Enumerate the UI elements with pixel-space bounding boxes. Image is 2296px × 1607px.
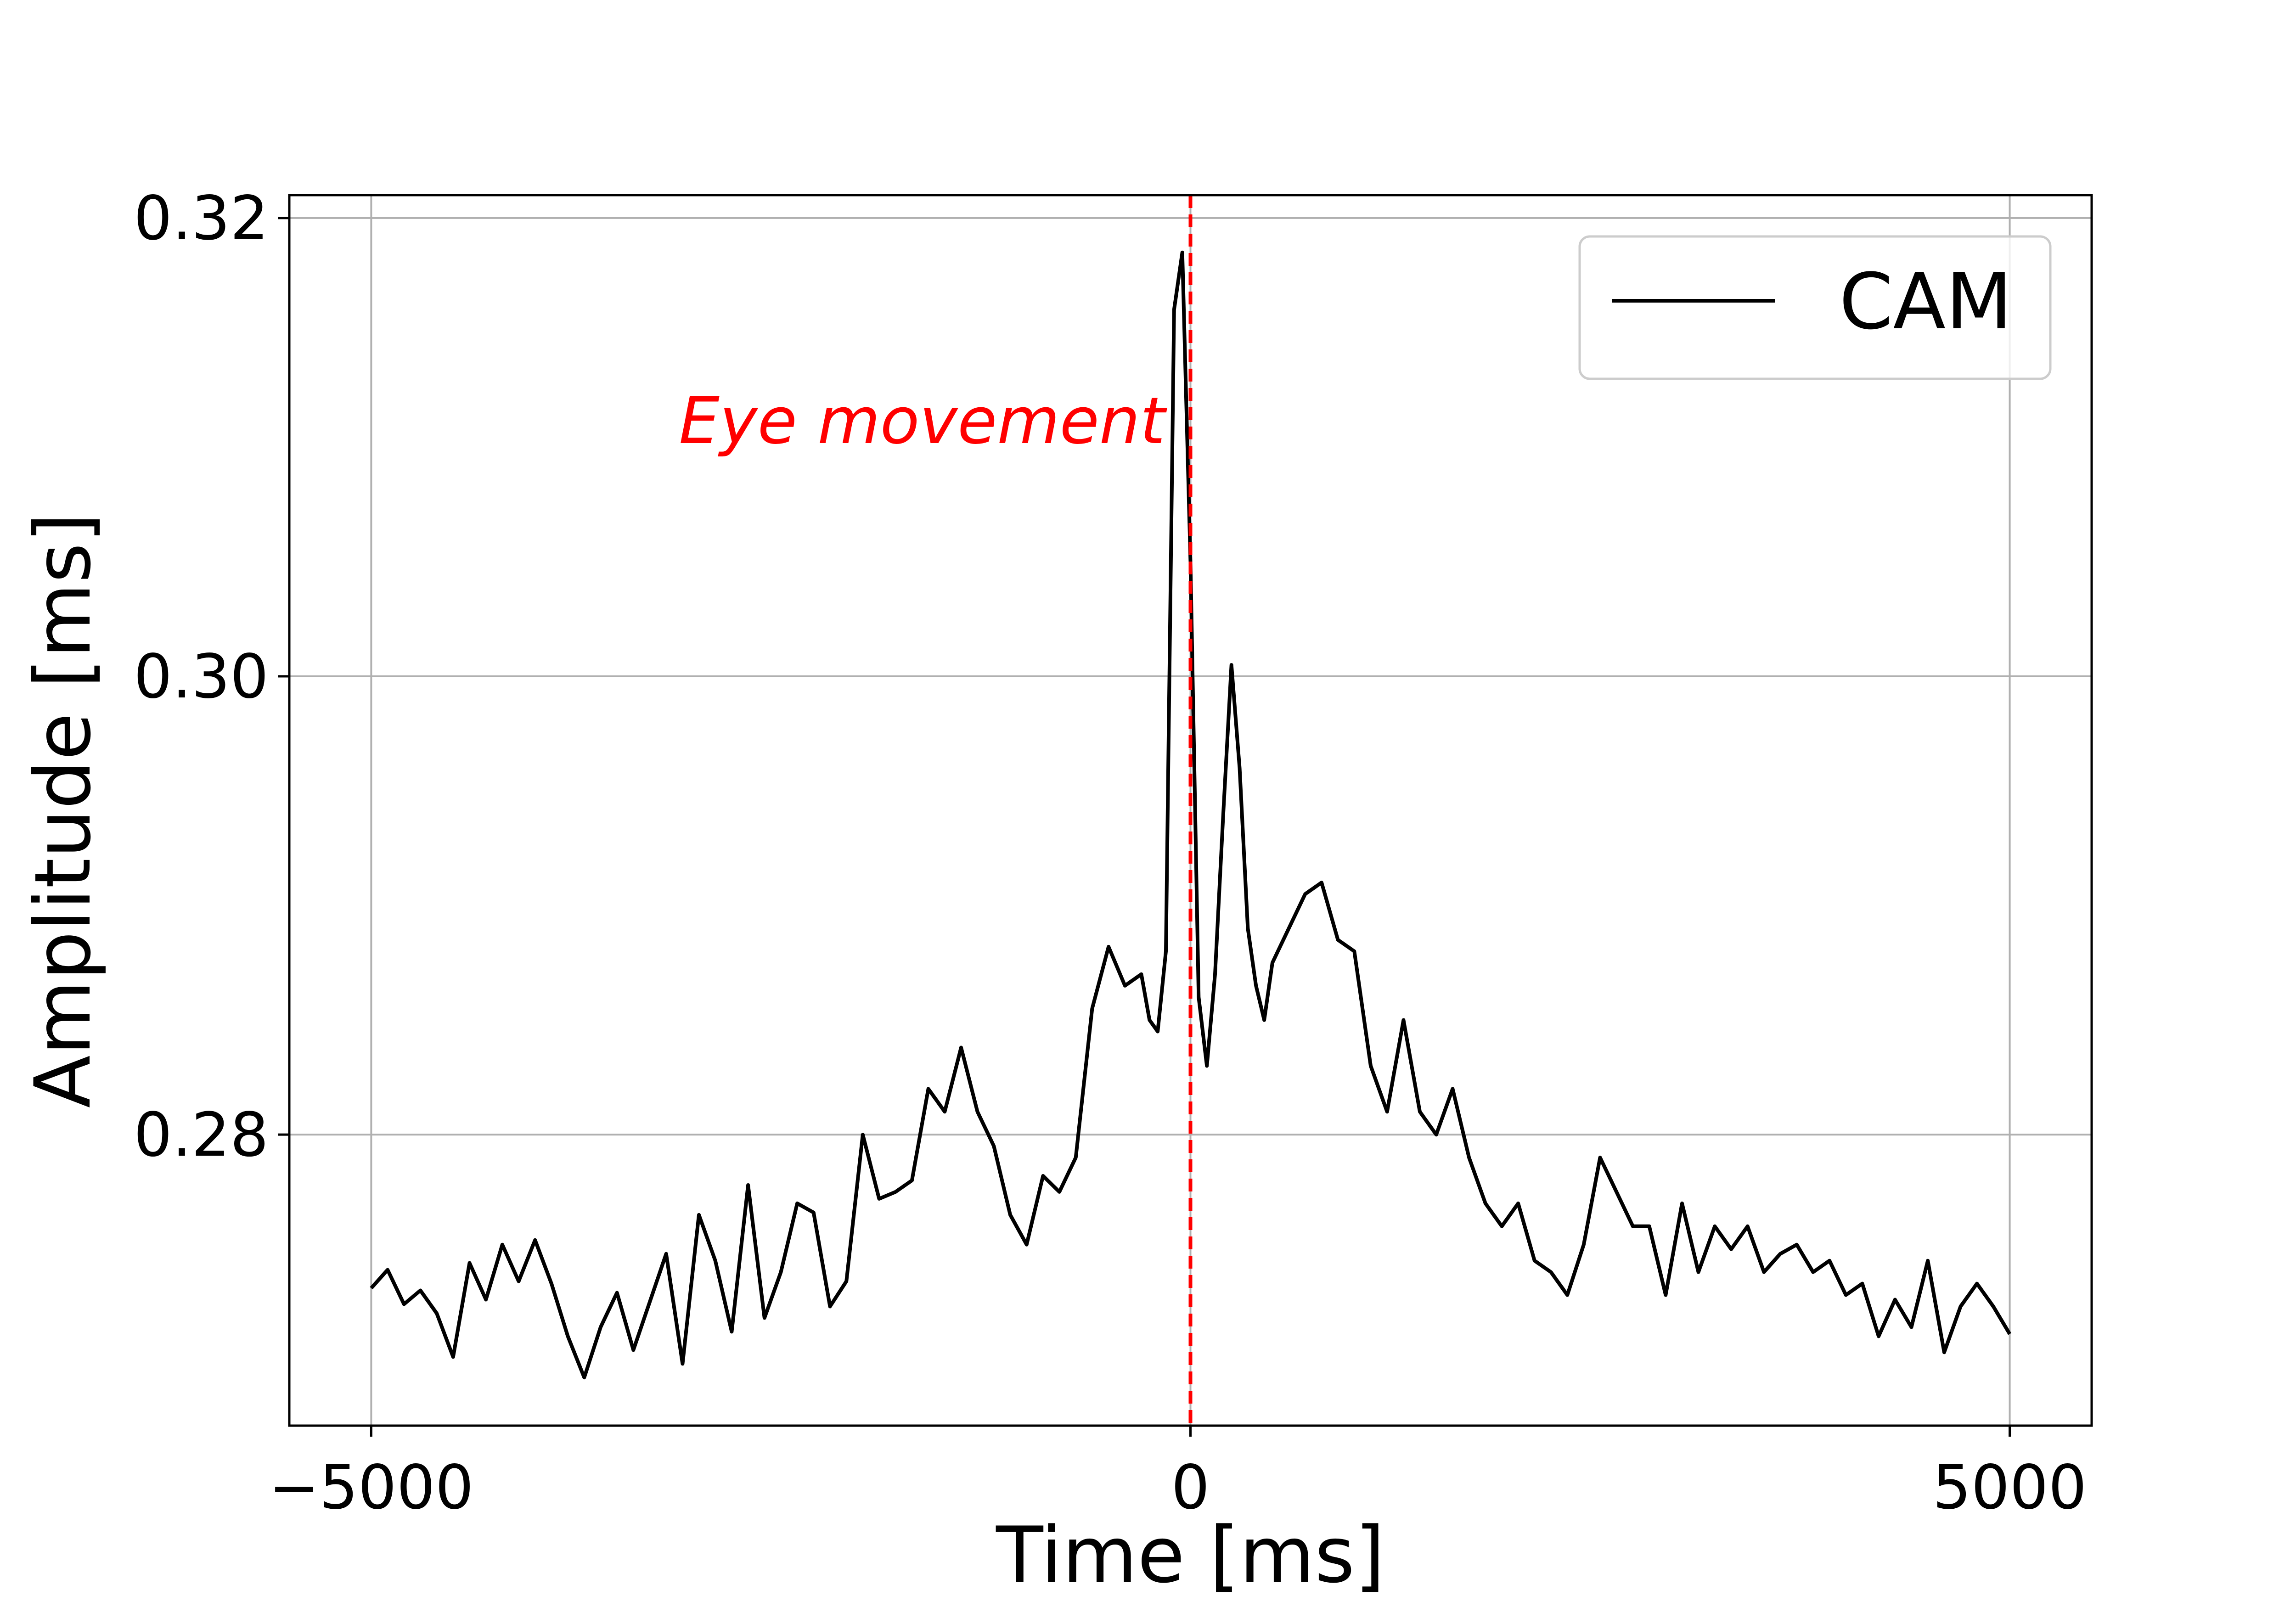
legend-label-cam: CAM: [1839, 257, 2012, 347]
y-tick-label: 0.30: [134, 641, 269, 712]
y-tick-label: 0.28: [134, 1100, 269, 1170]
axis-ticks: −5000 0 5000 0.28 0.30 0.32: [134, 183, 2087, 1523]
series-line-cam: [370, 250, 2012, 1380]
x-tick-label: 0: [1171, 1452, 1210, 1523]
eye-movement-annotation: Eye movement: [679, 384, 1167, 459]
x-tick-label: −5000: [269, 1452, 474, 1523]
legend-box: [1578, 235, 2052, 380]
x-tick-label: 5000: [1933, 1452, 2087, 1523]
y-axis-label: Amplitude [ms]: [18, 513, 108, 1108]
y-tick-label: 0.32: [134, 183, 269, 254]
legend: CAM: [1578, 235, 2052, 380]
x-axis-label: Time [ms]: [996, 1510, 1385, 1600]
